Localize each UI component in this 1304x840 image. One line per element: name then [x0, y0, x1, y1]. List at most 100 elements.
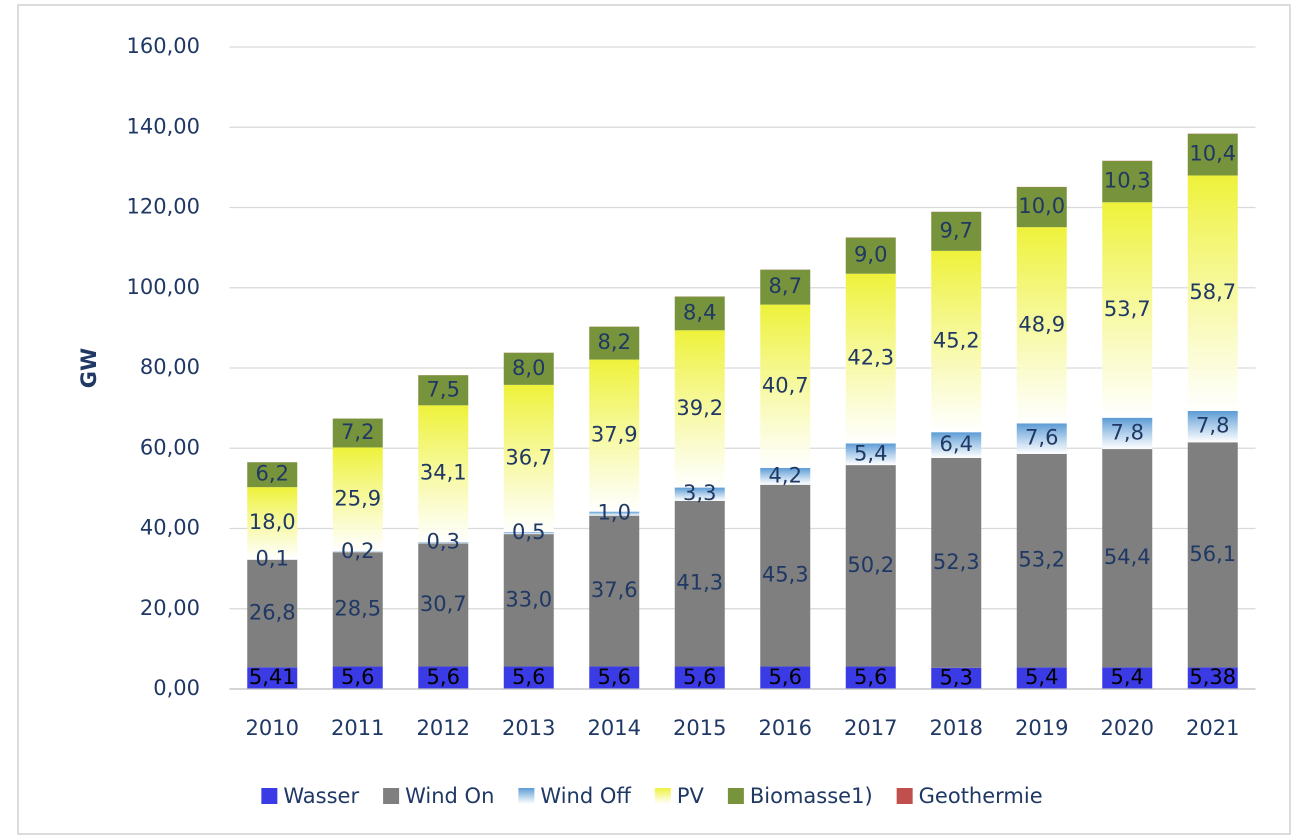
data-label: 0,3 [427, 530, 460, 554]
data-label: 8,2 [598, 330, 631, 354]
data-label: 33,0 [505, 587, 552, 611]
data-label: 37,9 [591, 423, 638, 447]
bar-segment [760, 666, 811, 689]
bar-segment [1102, 667, 1153, 689]
bar-segment [332, 418, 383, 448]
bar-segment [931, 432, 982, 458]
data-label: 42,3 [847, 346, 894, 370]
bar-segment [247, 462, 298, 488]
bar-segment [1102, 417, 1153, 450]
bar-segment [418, 375, 469, 406]
bar-segment [1187, 667, 1238, 689]
data-label: 3,3 [683, 481, 716, 505]
data-label: 5,41 [249, 665, 296, 689]
y-tick-label: 80,00 [140, 355, 200, 379]
bar-segment [674, 666, 725, 689]
y-tick-label: 100,00 [127, 275, 200, 299]
x-tick-label: 2020 [1101, 716, 1154, 740]
bar-segment [332, 447, 383, 552]
data-label: 0,2 [341, 539, 374, 563]
data-label: 36,7 [505, 445, 552, 469]
bar-segment [674, 487, 725, 501]
bar-segment [845, 443, 896, 466]
data-label: 1,0 [598, 501, 631, 525]
bar-segment [418, 666, 469, 689]
data-label: 4,2 [769, 463, 802, 487]
bar-segment [1187, 175, 1238, 412]
y-tick-label: 120,00 [127, 195, 200, 219]
bar-segment [845, 237, 896, 274]
data-label: 56,1 [1189, 542, 1236, 566]
x-tick-label: 2018 [930, 716, 983, 740]
data-label: 41,3 [676, 571, 723, 595]
bar-segment [503, 352, 554, 385]
data-label: 5,6 [512, 665, 545, 689]
data-label: 7,8 [1196, 414, 1229, 438]
bar-segment [1016, 227, 1067, 424]
x-tick-label: 2011 [331, 716, 384, 740]
data-label: 5,6 [427, 665, 460, 689]
data-label: 0,5 [512, 520, 545, 544]
bar-segment [1187, 133, 1238, 176]
legend-swatch [261, 788, 278, 804]
data-label: 26,8 [249, 601, 296, 625]
bar-segment [1016, 453, 1067, 668]
data-label: 30,7 [420, 592, 467, 616]
bar-segment [931, 250, 982, 433]
bar-segment [503, 384, 554, 533]
chart-frame [17, 4, 1291, 835]
data-label: 10,3 [1104, 169, 1151, 193]
bar-segment [760, 269, 811, 305]
legend-label: Wind Off [540, 784, 631, 808]
bar-segment [332, 666, 383, 689]
data-label: 0,1 [256, 547, 289, 571]
data-label: 5,6 [341, 665, 374, 689]
x-tick-label: 2017 [844, 716, 897, 740]
data-label: 50,2 [847, 553, 894, 577]
bar-segment [418, 405, 469, 543]
bar-segment [845, 666, 896, 689]
bar-segment [247, 667, 298, 689]
bar-segment [931, 667, 982, 689]
bar-segment [1016, 187, 1067, 228]
y-tick-label: 60,00 [140, 435, 200, 459]
bar-segment [247, 487, 298, 560]
data-label: 25,9 [334, 486, 381, 510]
data-label: 10,4 [1189, 142, 1236, 166]
legend-swatch [896, 788, 913, 804]
bar-segment [674, 296, 725, 331]
bar-segment [589, 359, 640, 512]
y-tick-label: 160,00 [127, 34, 200, 58]
legend-swatch [654, 788, 671, 804]
data-label: 7,2 [341, 420, 374, 444]
data-label: 5,6 [854, 665, 887, 689]
data-label: 40,7 [762, 373, 809, 397]
bar-segment [1187, 411, 1238, 443]
bar-segment [418, 542, 469, 544]
data-label: 5,6 [598, 665, 631, 689]
legend-label: Wasser [283, 784, 359, 808]
data-label: 6,4 [940, 432, 973, 456]
legend-swatch [518, 788, 535, 804]
data-label: 7,8 [1111, 420, 1144, 444]
data-label: 5,6 [683, 665, 716, 689]
legend-swatch [727, 788, 744, 804]
bar-segment [589, 666, 640, 689]
bar-segment [760, 467, 811, 485]
bar-segment [1016, 423, 1067, 454]
x-tick-label: 2016 [759, 716, 812, 740]
x-tick-label: 2021 [1186, 716, 1239, 740]
bar-segment [845, 273, 896, 444]
bar-segment [247, 559, 298, 668]
y-tick-label: 40,00 [140, 516, 200, 540]
bar-segment [503, 532, 554, 535]
data-label: 37,6 [591, 578, 638, 602]
bar-segment [1102, 202, 1153, 418]
bar-segment [674, 500, 725, 667]
bar-segment [760, 304, 811, 468]
data-label: 5,6 [769, 665, 802, 689]
bar-segment [1187, 442, 1238, 668]
data-label: 7,5 [427, 377, 460, 401]
bar-segment [845, 465, 896, 667]
